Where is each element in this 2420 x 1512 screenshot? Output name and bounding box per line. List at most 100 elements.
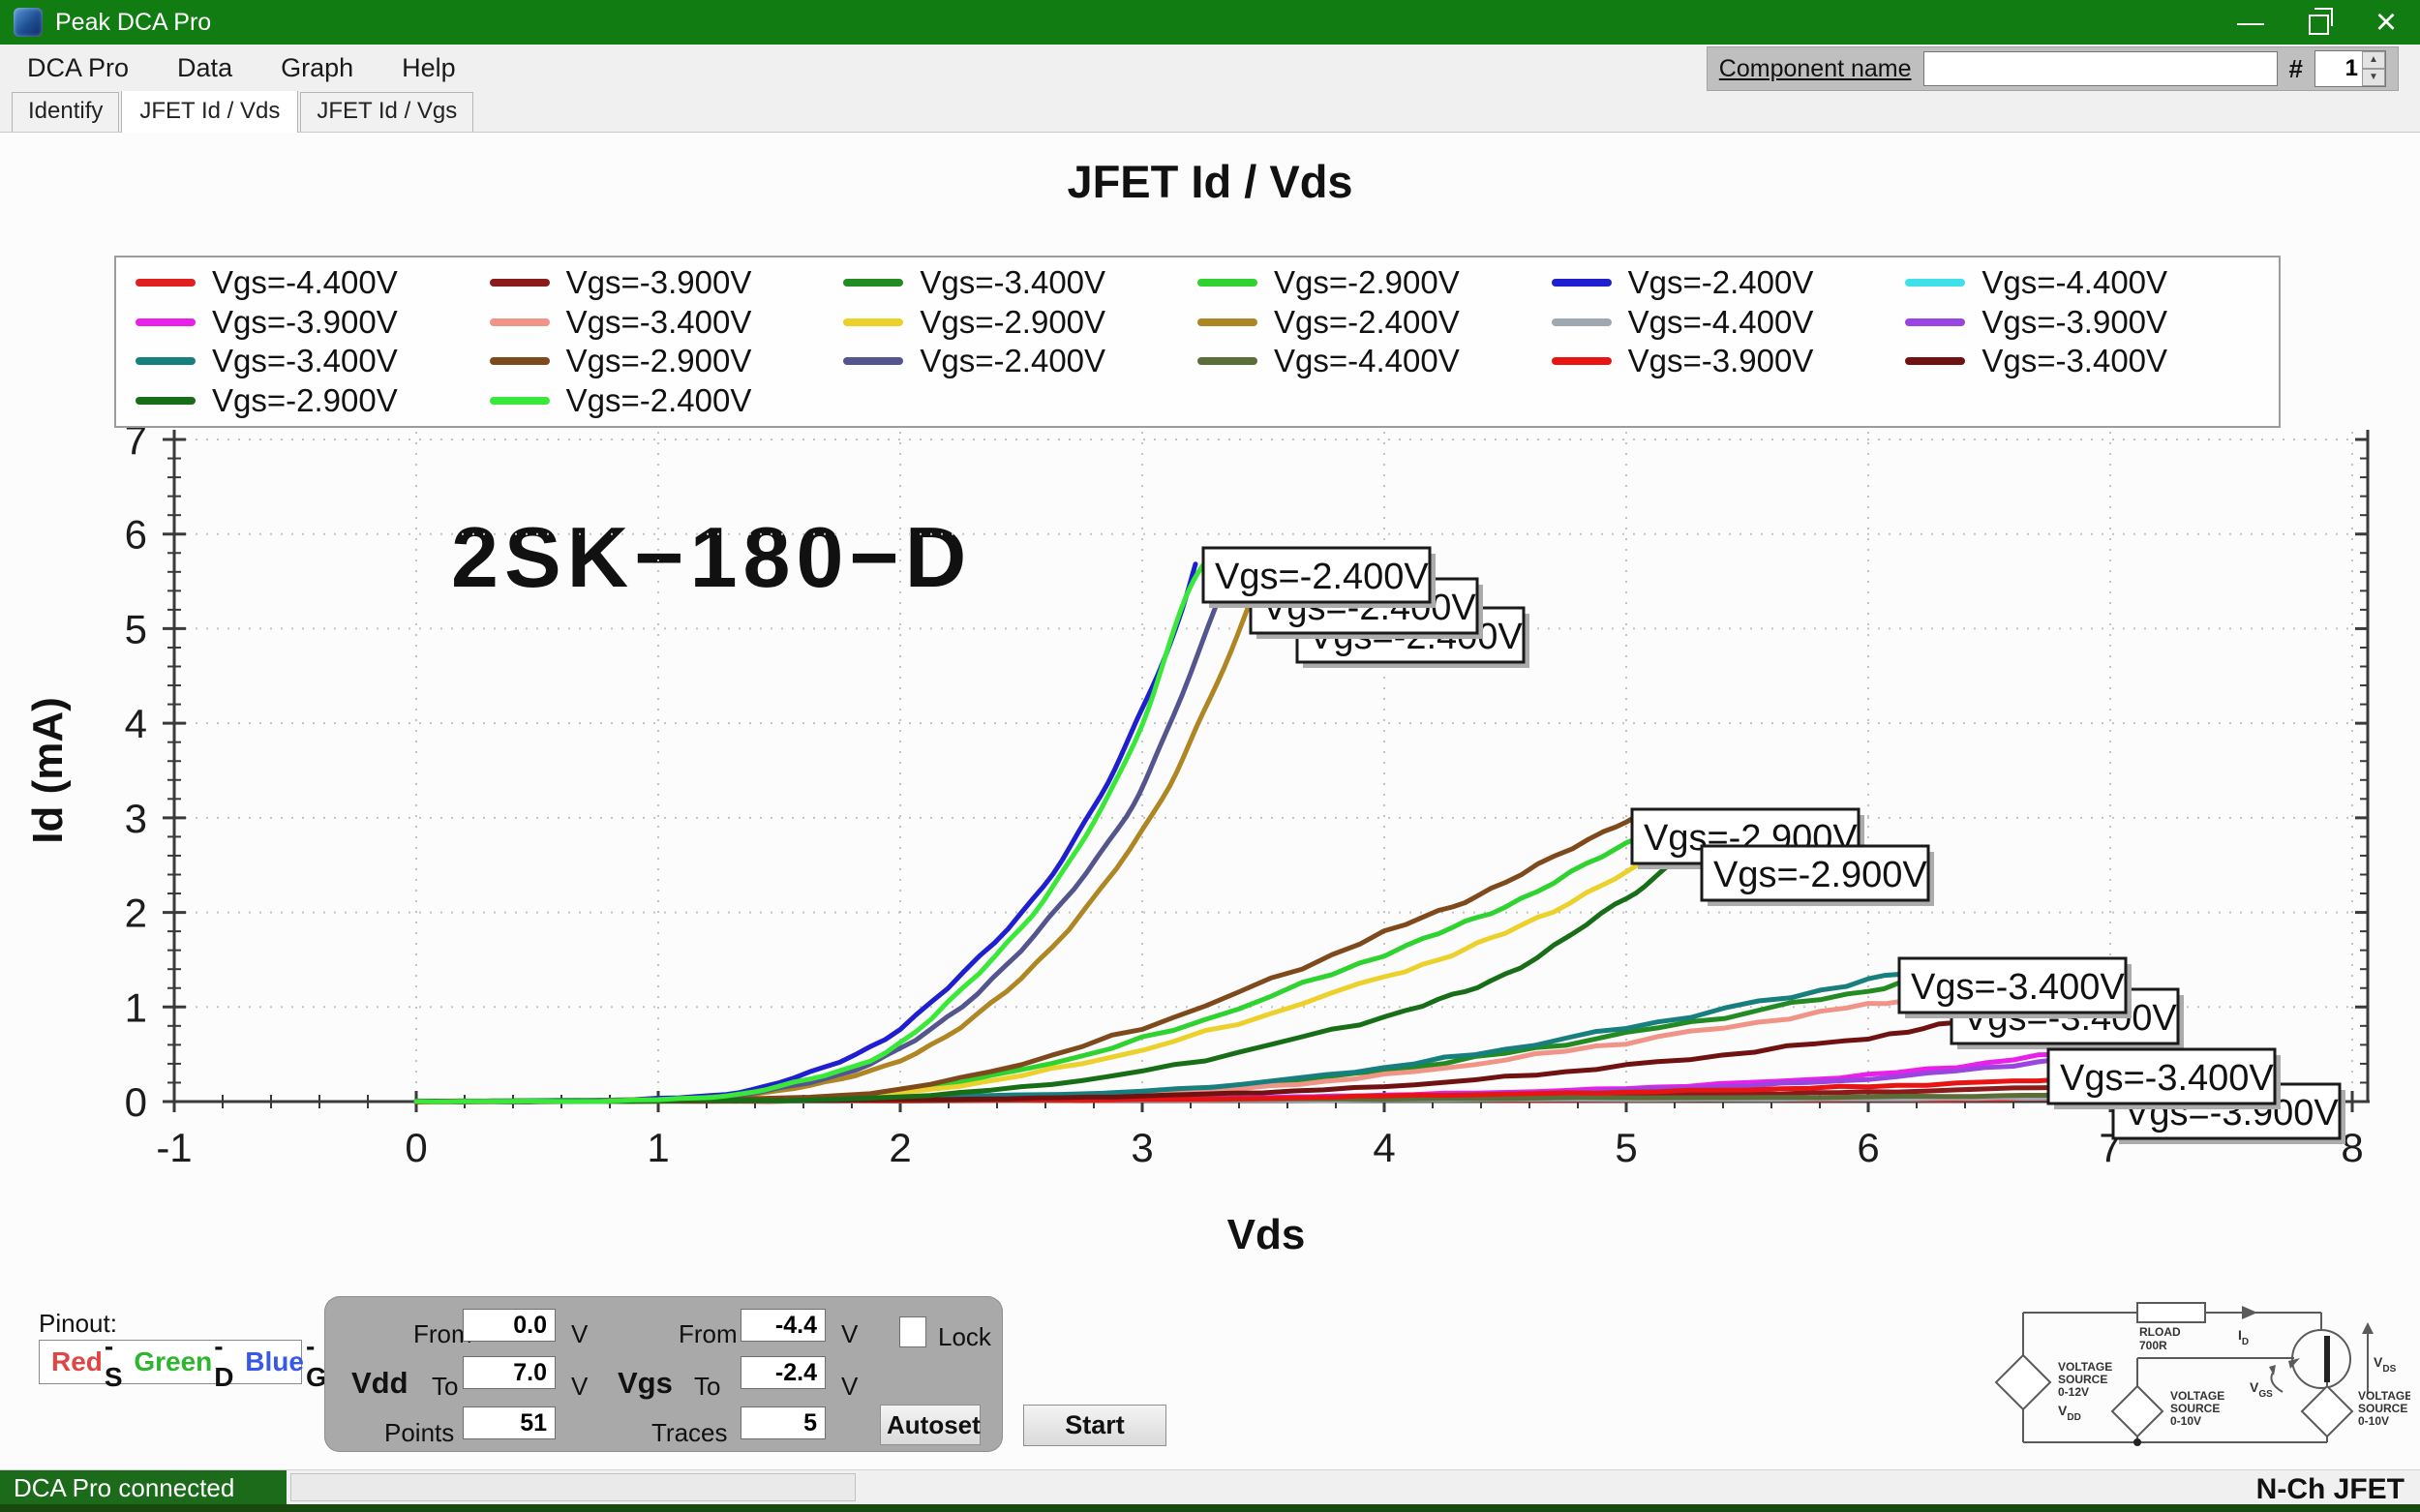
vdd-to-input[interactable] (463, 1356, 556, 1389)
status-bar: DCA Pro connected N-Ch JFET (0, 1469, 2420, 1505)
y-tick-label: 2 (125, 891, 147, 936)
legend-swatch (1905, 278, 1966, 287)
series-curves (413, 552, 2076, 1104)
legend-swatch (136, 278, 196, 287)
legend-label: Vgs=-2.900V (565, 343, 752, 379)
y-tick-label: 3 (125, 796, 147, 841)
legend-item: Vgs=-3.900V (1551, 343, 1906, 379)
legend-label: Vgs=-4.400V (212, 263, 398, 300)
pinout-green: Green (134, 1346, 213, 1376)
legend-item: Vgs=-2.900V (489, 343, 844, 379)
curve-Vgs=-3.400V (413, 963, 1931, 1104)
tab-jfet-id-vgs[interactable]: JFET Id / Vgs (300, 92, 474, 132)
y-axis-title: Id (mA) (24, 697, 72, 844)
y-tick-label: 5 (125, 606, 147, 651)
legend-item: Vgs=-2.400V (843, 343, 1197, 379)
legend-item: Vgs=-4.400V (1905, 264, 2259, 301)
vdd-from-unit: V (571, 1319, 589, 1348)
legend-label: Vgs=-2.900V (1273, 263, 1460, 300)
points-input[interactable] (463, 1406, 556, 1439)
lock-checkbox[interactable] (899, 1316, 926, 1347)
window-title: Peak DCA Pro (55, 8, 212, 36)
progress-bar (290, 1473, 856, 1501)
legend-label: Vgs=-2.400V (920, 343, 1106, 379)
legend-label: Vgs=-3.900V (212, 303, 398, 340)
traces-input[interactable] (741, 1406, 826, 1439)
x-tick-label: 8 (2341, 1125, 2363, 1170)
start-button[interactable]: Start (1023, 1405, 1166, 1446)
y-tick-label: 4 (125, 701, 147, 746)
legend-label: Vgs=-3.400V (1981, 343, 2168, 379)
svg-text:0-10V: 0-10V (2358, 1414, 2389, 1428)
curve-Vgs=-2.400V (413, 552, 1213, 1104)
curve-label-text: Vgs=-2.400V (1215, 557, 1429, 597)
curve-label-box[interactable]: Vgs=-3.400V (1897, 956, 2132, 1018)
y-tick-label: 6 (125, 512, 147, 558)
vdd-from-input[interactable] (463, 1309, 556, 1342)
legend-swatch (1551, 357, 1612, 366)
legend-swatch (1196, 278, 1257, 287)
curve-label-box[interactable]: Vgs=-2.400V (1201, 546, 1436, 608)
restore-button[interactable] (2284, 0, 2352, 45)
legend-item: Vgs=-3.400V (136, 343, 490, 379)
vdd-to-unit: V (571, 1372, 589, 1401)
menu-data[interactable]: Data (177, 52, 233, 82)
svg-text:SOURCE: SOURCE (2058, 1373, 2107, 1386)
legend-swatch (136, 318, 196, 326)
legend-item: Vgs=-3.900V (136, 304, 490, 341)
points-label: Points (384, 1418, 455, 1447)
autoset-button[interactable]: Autoset (880, 1405, 981, 1445)
legend-swatch (843, 278, 904, 287)
curve-Vgs=-2.400V (413, 576, 1229, 1104)
svg-text:VOLTAGE: VOLTAGE (2058, 1360, 2112, 1374)
curve-Vgs=-2.400V (413, 561, 1198, 1104)
device-label: 2SK−180−D (451, 509, 972, 605)
curve-label-box[interactable]: Vgs=-2.900V (1700, 844, 1934, 906)
vgs-to-input[interactable] (741, 1356, 826, 1389)
curve-label-box[interactable]: Vgs=-3.400V (2046, 1047, 2281, 1109)
window-controls: — × (2217, 0, 2420, 45)
vgs-from-input[interactable] (741, 1309, 826, 1342)
traces-label: Traces (651, 1418, 728, 1447)
component-name-panel: Component name # ▲ ▼ (1706, 46, 2399, 91)
connection-status: DCA Pro connected (0, 1470, 287, 1505)
legend-swatch (1196, 318, 1257, 326)
legend-label: Vgs=-3.400V (212, 343, 398, 379)
component-number-input[interactable] (2315, 51, 2362, 86)
component-number-spinner: ▲ ▼ (2314, 50, 2386, 87)
curve-label-text: Vgs=-3.400V (2060, 1058, 2274, 1099)
x-axis-title: Vds (1227, 1211, 1306, 1258)
spin-down-button[interactable]: ▼ (2362, 69, 2385, 86)
legend-swatch (1551, 278, 1612, 287)
component-name-input[interactable] (1922, 51, 2278, 86)
legend-item: Vgs=-2.400V (489, 382, 844, 419)
legend-label: Vgs=-2.400V (1273, 303, 1460, 340)
spin-up-button[interactable]: ▲ (2362, 51, 2385, 69)
bottom-edge-strip (0, 1504, 2420, 1512)
svg-text:0-12V: 0-12V (2058, 1385, 2089, 1399)
pinout-s: -S (104, 1331, 123, 1392)
menu-bar: DCA Pro Data Graph Help Component name #… (0, 45, 2420, 91)
legend-item: Vgs=-4.400V (1196, 343, 1552, 379)
y-tick-label: 7 (125, 417, 147, 463)
legend-label: Vgs=-3.900V (1981, 303, 2168, 340)
x-tick-label: -1 (156, 1125, 192, 1170)
legend-item: Vgs=-2.400V (1551, 264, 1906, 301)
legend-swatch (489, 397, 550, 406)
menu-graph[interactable]: Graph (281, 52, 354, 82)
legend-label: Vgs=-3.900V (1627, 343, 1814, 379)
legend-label: Vgs=-2.900V (920, 303, 1106, 340)
sweep-settings-panel: From V From V Lock Vdd To V Vgs To V Poi… (324, 1296, 1003, 1452)
menu-dca-pro[interactable]: DCA Pro (27, 52, 130, 82)
pinout-dropdown[interactable]: Red -S Green -D Blue -G (39, 1331, 337, 1392)
device-type-label: N-Ch JFET (2255, 1473, 2405, 1505)
x-tick-label: 5 (1615, 1125, 1637, 1170)
legend-label: Vgs=-3.400V (565, 303, 752, 340)
legend-item: Vgs=-3.900V (1905, 304, 2259, 341)
menu-help[interactable]: Help (402, 52, 456, 82)
test-circuit-diagram: RLOAD 700R ID VDS VGS VOLTAGE SOURCE 0-1… (1994, 1302, 2410, 1446)
tab-jfet-id-vds[interactable]: JFET Id / Vds (121, 87, 299, 133)
close-button[interactable]: × (2352, 0, 2420, 45)
minimize-button[interactable]: — (2237, 7, 2264, 37)
tab-identify[interactable]: Identify (12, 92, 120, 132)
